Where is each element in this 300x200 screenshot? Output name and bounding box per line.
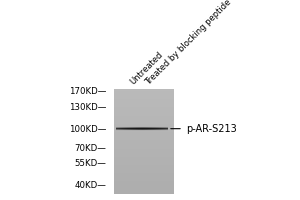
Text: 170KD—: 170KD— — [69, 87, 106, 96]
Text: 70KD—: 70KD— — [75, 144, 106, 153]
Bar — [114, 89, 174, 194]
Text: Untreated: Untreated — [129, 51, 165, 87]
Text: p-AR-S213: p-AR-S213 — [186, 124, 237, 134]
Text: 130KD—: 130KD— — [69, 103, 106, 112]
Text: Treated by blocking peptide: Treated by blocking peptide — [144, 0, 233, 87]
Text: 100KD—: 100KD— — [69, 125, 106, 134]
Text: 55KD—: 55KD— — [75, 159, 106, 168]
Text: 40KD—: 40KD— — [75, 181, 106, 190]
